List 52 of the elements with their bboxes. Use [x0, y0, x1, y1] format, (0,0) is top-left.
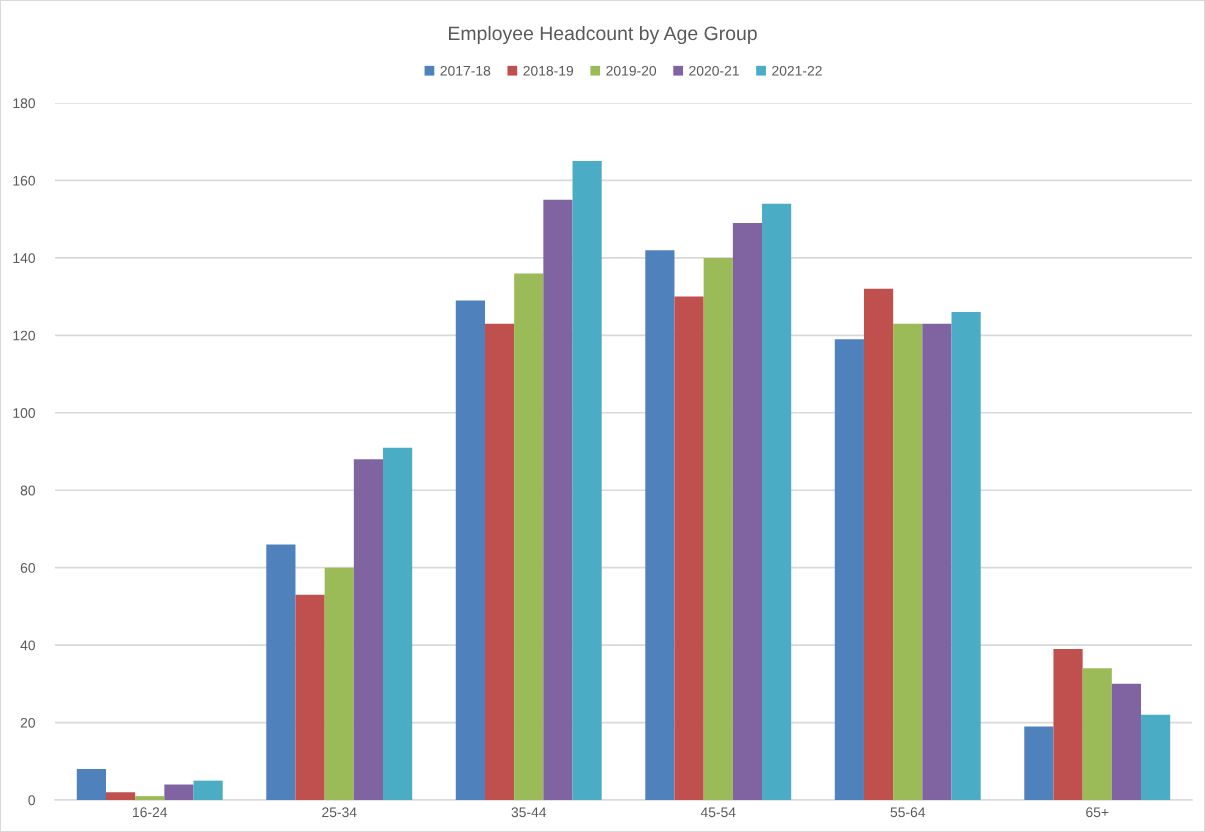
x-tick-label: 45-54 [700, 807, 736, 818]
legend-label: 2019-20 [606, 65, 657, 76]
bar [1053, 648, 1083, 800]
y-tick-label: 120 [13, 330, 36, 341]
bar [674, 296, 704, 800]
bar [1024, 726, 1054, 800]
y-tick-label: 100 [13, 408, 36, 418]
bar [1111, 683, 1142, 800]
y-tick-label: 140 [13, 253, 36, 264]
bar [193, 780, 223, 800]
y-tick-label: 60 [20, 563, 36, 573]
bar [105, 792, 136, 800]
bar [732, 223, 763, 800]
bar [863, 288, 894, 800]
bar [484, 323, 515, 800]
bar [164, 784, 194, 800]
bar [572, 161, 602, 800]
bar [543, 199, 573, 800]
bar [324, 567, 354, 800]
bar [922, 323, 952, 800]
legend-label: 2018-19 [523, 65, 574, 76]
bar [295, 594, 325, 800]
x-tick-label: 25-34 [322, 807, 357, 818]
bar [353, 459, 384, 800]
x-tick-label: 35-44 [511, 807, 547, 818]
bar [951, 312, 981, 800]
bar [455, 300, 485, 800]
bar [514, 273, 544, 800]
bar [893, 323, 923, 800]
legend-label: 2021-22 [772, 65, 822, 76]
y-tick-label: 40 [20, 640, 36, 651]
bar [1082, 668, 1112, 800]
chart-title: Employee Headcount by Age Group [448, 25, 757, 45]
bar [135, 796, 165, 800]
bar [703, 257, 733, 800]
x-tick-label: 16-24 [133, 807, 168, 818]
bar [645, 250, 675, 800]
y-tick-label: 160 [13, 175, 36, 186]
legend-label: 2020-21 [689, 65, 739, 76]
bar [762, 203, 792, 800]
legend-label: 2017-18 [440, 65, 491, 76]
y-tick-label: 0 [28, 795, 36, 806]
bar [383, 447, 413, 800]
y-tick-label: 80 [20, 485, 36, 496]
bar [834, 339, 864, 800]
x-tick-label: 55-64 [890, 807, 926, 818]
bar [266, 544, 296, 800]
bar [76, 769, 106, 800]
x-tick-label: 65+ [1086, 807, 1109, 818]
y-tick-label: 180 [13, 98, 36, 109]
y-tick-label: 20 [20, 717, 36, 728]
bar [1141, 714, 1171, 800]
